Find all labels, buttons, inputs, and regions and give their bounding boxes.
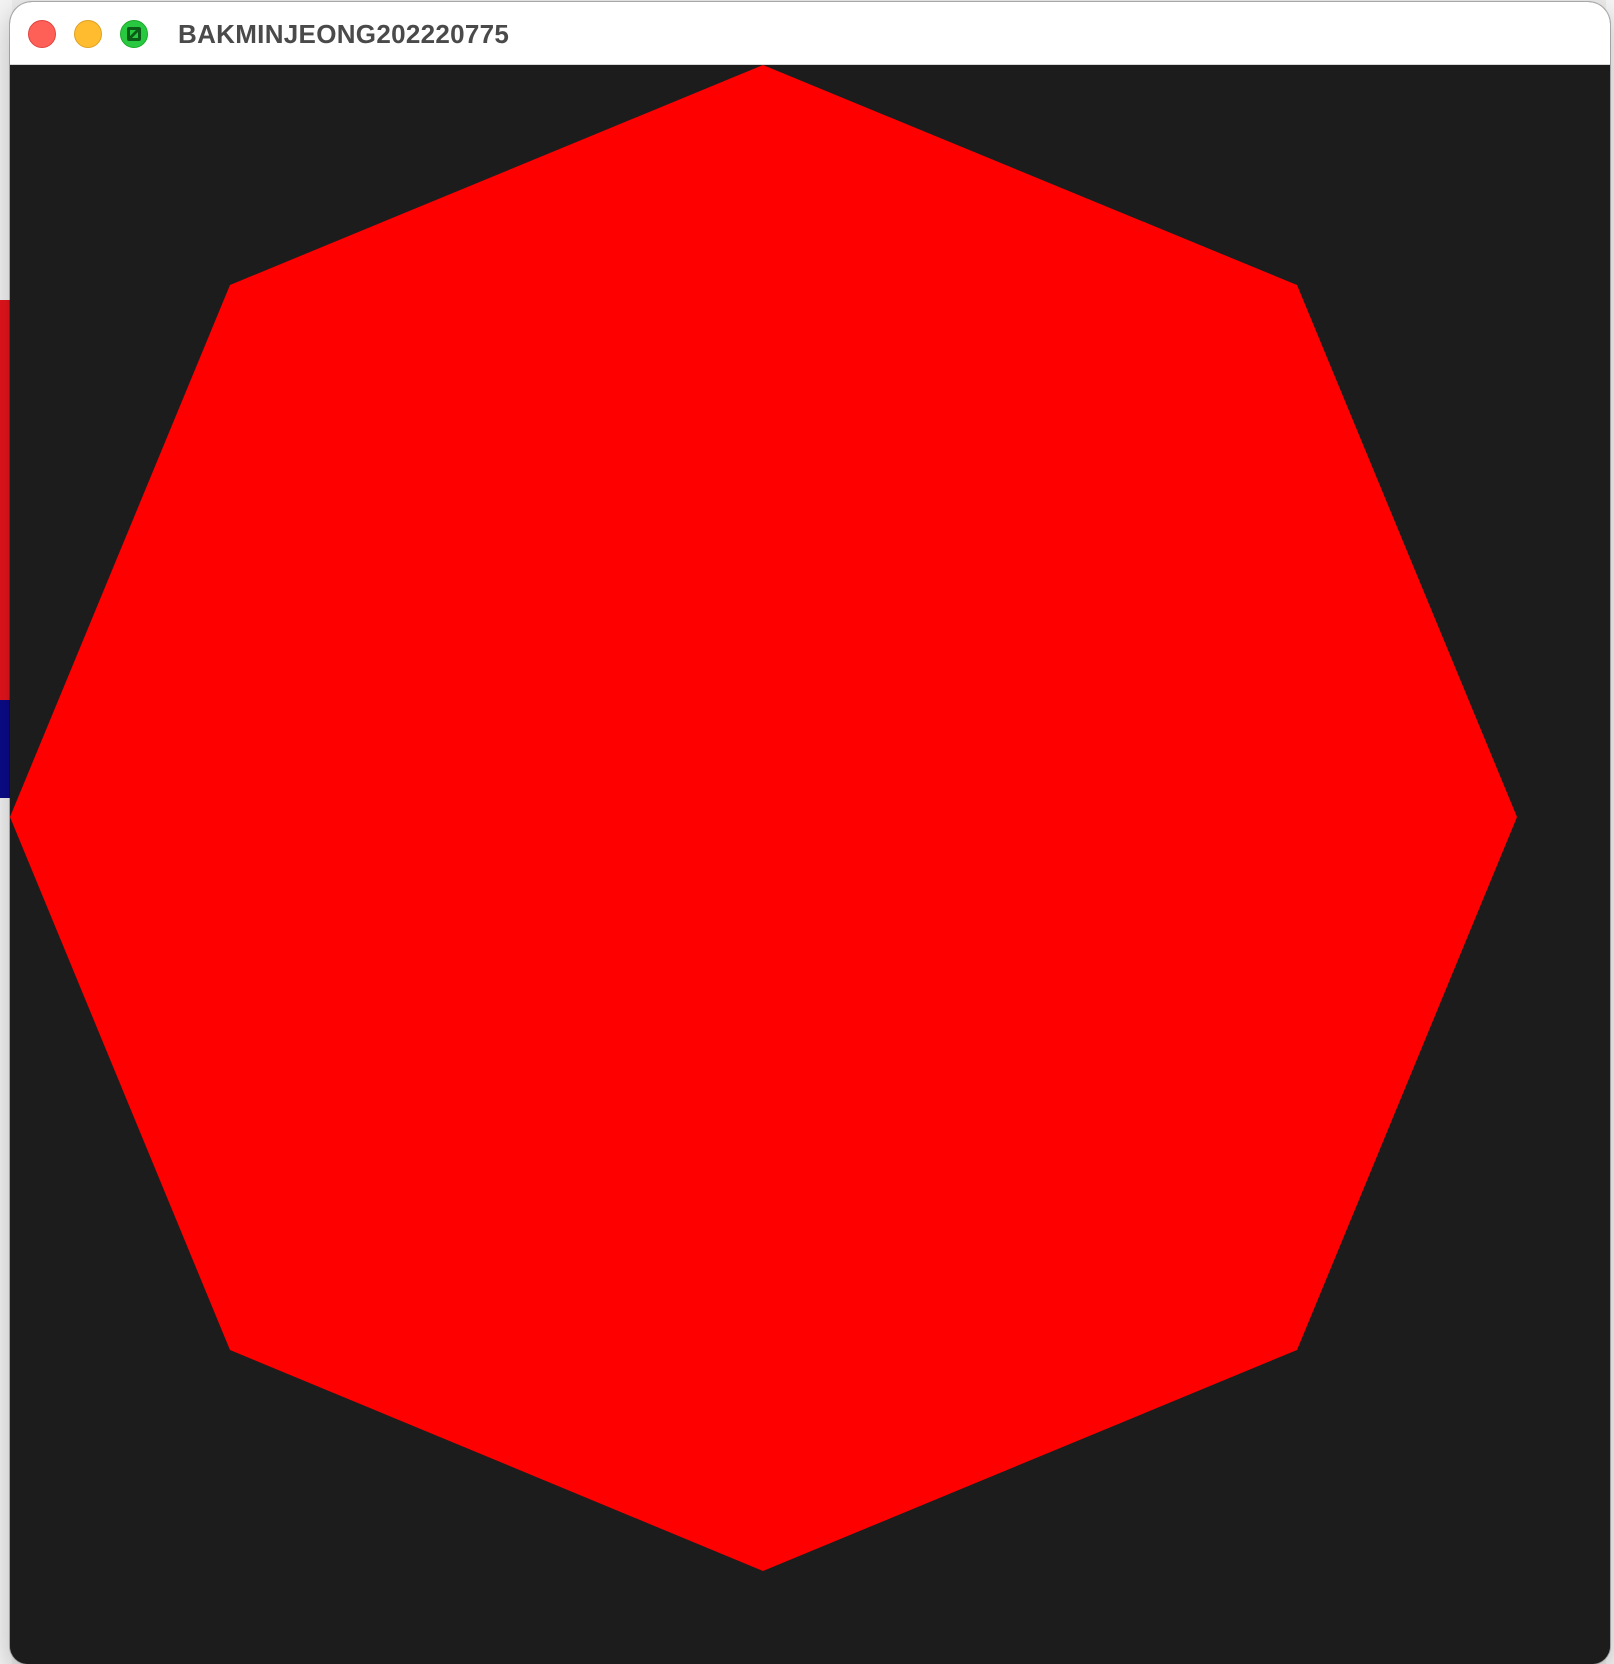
window-titlebar[interactable]: BAKMINJEONG202220775 [10,2,1610,65]
drawing-canvas[interactable] [10,65,1610,1664]
background-window-red-fragment [0,300,12,700]
zoom-window-button[interactable] [120,20,148,48]
background-window-right-edge [1606,0,1614,1664]
app-window: BAKMINJEONG202220775 [10,2,1610,1664]
canvas-svg [10,65,1517,1571]
close-window-button[interactable] [28,20,56,48]
window-title: BAKMINJEONG202220775 [178,19,510,49]
minimize-window-button[interactable] [74,20,102,48]
red-octagon-shape [10,65,1517,1571]
fullscreen-arrows-icon [127,27,141,41]
background-window-blue-fragment [0,700,12,798]
